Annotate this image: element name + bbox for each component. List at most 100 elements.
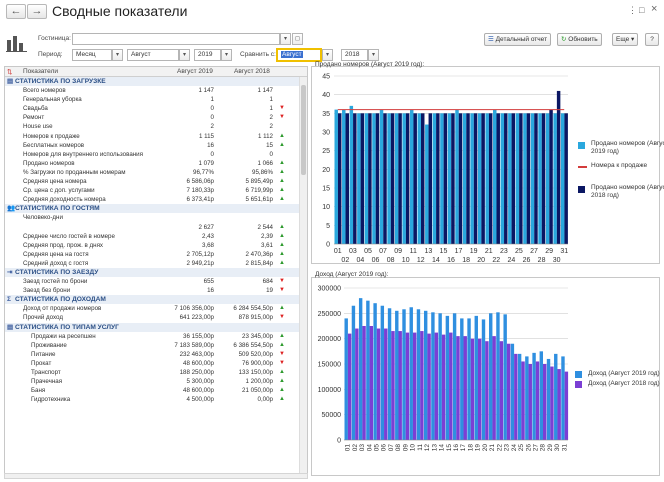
table-row[interactable]: Всего номеров 1 147 1 147 — [5, 86, 307, 95]
header-aug-2018[interactable]: Август 2018 — [234, 68, 270, 75]
table-section-header[interactable]: 👥 СТАТИСТИКА ПО ГОСТЯМ — [5, 204, 307, 214]
table-section-header[interactable]: ▤ СТАТИСТИКА ПО ЗАГРУЗКЕ — [5, 77, 307, 87]
bar-2019 — [493, 109, 497, 244]
x-tick-label: 11 — [417, 444, 424, 451]
x-tick-label: 31 — [561, 444, 568, 452]
table-scrollbar[interactable] — [299, 77, 307, 475]
table-row[interactable]: Средняя цена номера 6 586,06р 5 895,49р ▲ — [5, 177, 307, 186]
detail-report-button[interactable]: ☰ Детальный отчет — [484, 33, 552, 46]
bar-2019 — [462, 113, 467, 244]
x-tick-label: 05 — [374, 444, 381, 452]
table-section-header[interactable]: ▤ СТАТИСТИКА ПО ТИПАМ УСЛУГ — [5, 322, 307, 332]
table-body: ▤ СТАТИСТИКА ПО ЗАГРУЗКЕ Всего номеров 1 14… — [5, 77, 307, 404]
value-2019: 2 705,12р — [186, 250, 214, 258]
bar-2019 — [334, 109, 338, 244]
table-row[interactable]: Номеров к продаже 1 115 1 112 ▲ — [5, 132, 307, 141]
table-row[interactable]: Баня 48 600,00р 21 050,00р ▲ — [5, 386, 307, 395]
hotel-open-button[interactable]: ◻ — [292, 33, 303, 45]
more-label: Еще — [616, 36, 630, 43]
back-button[interactable]: ← — [6, 4, 26, 19]
bar-income-2019 — [380, 305, 385, 440]
table-row[interactable]: 2 627 2 544 ▲ — [5, 223, 307, 232]
table-row[interactable]: Бесплатных номеров 16 15 ▲ — [5, 141, 307, 150]
bar-2018 — [564, 113, 568, 244]
header-indicators[interactable]: Показатели — [23, 68, 58, 75]
table-row[interactable]: Транспорт 188 250,00р 133 150,00р ▲ — [5, 368, 307, 377]
forward-button[interactable]: → — [27, 4, 47, 19]
detail-report-label: Детальный отчет — [495, 36, 548, 43]
header-aug-2019[interactable]: Август 2019 — [177, 68, 213, 75]
x-tick-label: 12 — [424, 444, 431, 452]
menu-icon[interactable]: ⋮ — [628, 5, 637, 15]
compare-year-stepper[interactable]: ▾ — [368, 49, 379, 61]
table-row[interactable]: Средняя доходность номера 6 373,41р 5 651,… — [5, 195, 307, 204]
help-button[interactable]: ? — [645, 33, 659, 46]
period-unit-dropdown[interactable]: ▾ — [112, 49, 123, 61]
x-tick-label: 01 — [334, 248, 342, 255]
sort-icon[interactable]: ⇅ — [7, 69, 13, 76]
value-2018: 95,86% — [252, 168, 273, 176]
table-row[interactable]: Человеко-дни — [5, 213, 307, 222]
table-row[interactable]: Прачечная 5 300,00р 1 200,00р ▲ — [5, 377, 307, 386]
table-row[interactable]: House use 2 2 — [5, 122, 307, 131]
horizontal-scrollbar[interactable] — [4, 473, 308, 479]
year-stepper[interactable]: ▾ — [221, 49, 232, 61]
hotel-dropdown-button[interactable]: ▾ — [280, 33, 291, 45]
value-2019: 0 — [210, 114, 214, 122]
hotel-select[interactable] — [72, 33, 280, 45]
table-row[interactable]: Продажи на ресепшен 36 155,00р 23 345,00р ▲ — [5, 332, 307, 341]
value-2019: 36 155,00р — [183, 332, 214, 340]
table-row[interactable]: Средний доход с гостя 2 949,21р 2 815,84р ▲ — [5, 259, 307, 268]
bar-2019 — [409, 109, 414, 244]
trend-up-icon: ▲ — [279, 378, 285, 385]
close-icon[interactable]: × — [651, 3, 658, 15]
table-row[interactable]: Прокат 48 600,00р 76 900,00р ▼ — [5, 359, 307, 368]
table-row[interactable]: Ср. цена с доп. услугами 7 180,33р 6 719,9… — [5, 186, 307, 195]
value-2019: 0 — [210, 105, 214, 113]
bar-income-2019 — [467, 318, 471, 440]
table-row[interactable]: Генеральная уборка 1 1 — [5, 95, 307, 104]
table-row[interactable]: Заезд без брони 16 19 ▼ — [5, 286, 307, 295]
table-row[interactable]: Прочий доход 641 223,00р 878 915,00р ▼ — [5, 313, 307, 322]
income-chart: 0 50000 100000 150000 200000 250000 300000 01 02… — [318, 286, 569, 452]
bar-income-2018 — [528, 364, 532, 440]
x-tick-label: 20 — [482, 444, 489, 452]
row-label: Человеко-дни — [23, 214, 63, 222]
period-unit-select[interactable]: Месяц — [72, 49, 112, 61]
table-row[interactable]: Средняя прод. прож. в днях 3,68 3,61 ▲ — [5, 241, 307, 250]
table-section-header[interactable]: Σ СТАТИСТИКА ПО ДОХОДАМ — [5, 295, 307, 305]
table-row[interactable]: Заезд гостей по брони 655 684 ▼ — [5, 277, 307, 286]
table-row[interactable]: Продано номеров 1 079 1 066 ▲ — [5, 159, 307, 168]
value-2019: 0 — [210, 150, 214, 158]
table-row[interactable]: Свадьба 0 1 ▼ — [5, 104, 307, 113]
bar-income-2018 — [514, 353, 518, 440]
more-button[interactable]: Еще ▾ — [612, 33, 639, 46]
value-2018: 6 386 554,50р — [233, 341, 273, 349]
table-row[interactable]: Проживание 7 183 589,00р 6 386 554,50р ▲ — [5, 341, 307, 350]
compare-month-dropdown[interactable]: ▾ — [322, 49, 333, 61]
table-row[interactable]: Средняя цена на гостя 2 705,12р 2 470,36р ▲ — [5, 250, 307, 259]
table-row[interactable]: Ремонт 0 2 ▼ — [5, 113, 307, 122]
year-input[interactable]: 2019 — [194, 49, 221, 61]
bar-2018 — [375, 113, 380, 244]
month-select[interactable]: Август — [127, 49, 179, 61]
table-row[interactable]: Номеров для внутреннего использования 0 0 — [5, 150, 307, 159]
maximize-icon[interactable]: □ — [639, 5, 645, 15]
refresh-button[interactable]: ↻ Обновить — [557, 33, 602, 46]
scrollbar-thumb[interactable] — [301, 85, 306, 175]
month-dropdown[interactable]: ▾ — [179, 49, 190, 61]
compare-month-select[interactable]: Август — [276, 48, 322, 62]
table-section-header[interactable]: ⇥ СТАТИСТИКА ПО ЗАЕЗДУ — [5, 267, 307, 278]
bar-2018 — [451, 113, 455, 244]
compare-year-input[interactable]: 2018 — [341, 49, 368, 61]
table-row[interactable]: Среднее число гостей в номере 2,43 2,39 ▲ — [5, 232, 307, 241]
bar-2018 — [496, 113, 500, 244]
table-row[interactable]: Питание 232 463,00р 509 520,00р ▼ — [5, 350, 307, 359]
table-row[interactable]: Гидротехника 4 500,00р 0,00р ▲ — [5, 395, 307, 404]
value-2018: 509 520,00р — [238, 350, 273, 358]
x-tick-label: 17 — [455, 248, 463, 255]
table-row[interactable]: Доход от продажи номеров 7 106 356,00р 6 2… — [5, 304, 307, 313]
bar-2019 — [515, 113, 520, 244]
table-row[interactable]: % Загрузки по проданным номерам 96,77% 95,… — [5, 168, 307, 177]
period-label: Период: — [38, 51, 63, 58]
